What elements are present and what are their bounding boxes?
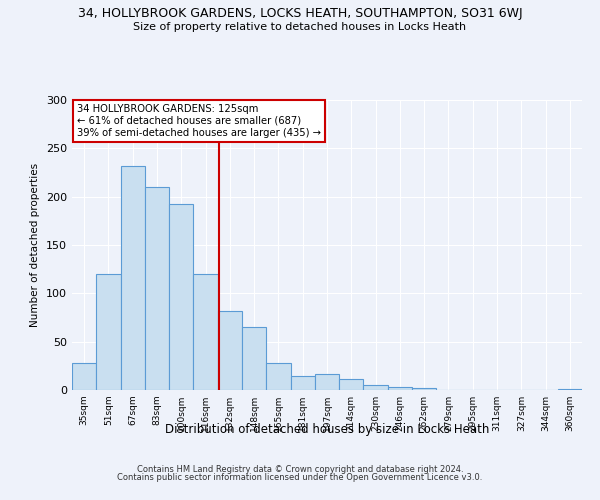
Text: Contains public sector information licensed under the Open Government Licence v3: Contains public sector information licen… — [118, 472, 482, 482]
Bar — [290, 376, 315, 390]
Bar — [388, 387, 412, 390]
Text: 34, HOLLYBROOK GARDENS, LOCKS HEATH, SOUTHAMPTON, SO31 6WJ: 34, HOLLYBROOK GARDENS, LOCKS HEATH, SOU… — [77, 8, 523, 20]
Bar — [315, 374, 339, 390]
Bar — [72, 363, 96, 390]
Bar — [121, 166, 145, 390]
Bar — [364, 385, 388, 390]
Bar — [339, 380, 364, 390]
Bar — [145, 187, 169, 390]
Y-axis label: Number of detached properties: Number of detached properties — [31, 163, 40, 327]
Bar — [412, 388, 436, 390]
Text: Contains HM Land Registry data © Crown copyright and database right 2024.: Contains HM Land Registry data © Crown c… — [137, 465, 463, 474]
Text: Size of property relative to detached houses in Locks Heath: Size of property relative to detached ho… — [133, 22, 467, 32]
Bar — [96, 274, 121, 390]
Bar — [242, 327, 266, 390]
Text: Distribution of detached houses by size in Locks Heath: Distribution of detached houses by size … — [165, 422, 489, 436]
Bar — [193, 274, 218, 390]
Bar — [266, 363, 290, 390]
Text: 34 HOLLYBROOK GARDENS: 125sqm
← 61% of detached houses are smaller (687)
39% of : 34 HOLLYBROOK GARDENS: 125sqm ← 61% of d… — [77, 104, 321, 138]
Bar — [218, 310, 242, 390]
Bar — [169, 204, 193, 390]
Bar — [558, 389, 582, 390]
